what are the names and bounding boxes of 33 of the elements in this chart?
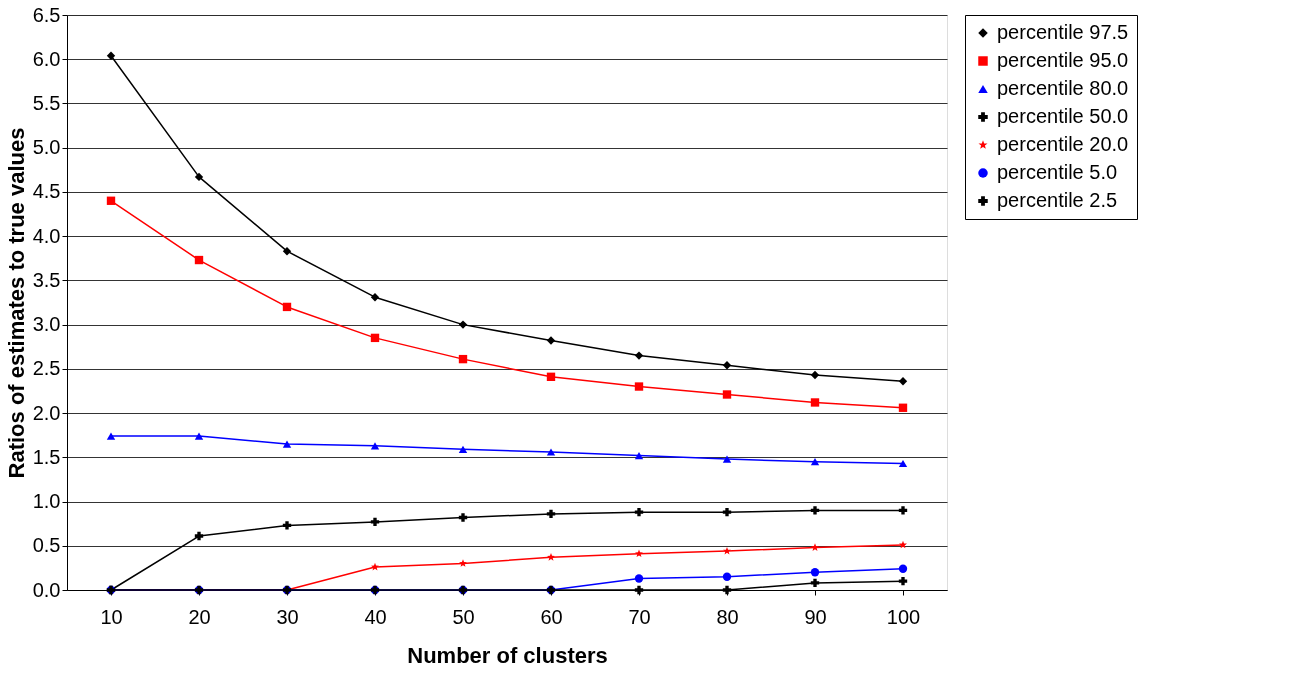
x-tick-label: 40 (364, 605, 387, 628)
y-tick-label: 4.5 (32, 180, 61, 203)
y-tick-label: 5.5 (32, 91, 61, 114)
x-tick-label: 70 (628, 605, 651, 628)
y-tick-label: 2.0 (32, 401, 61, 424)
y-tick-label: 0.0 (32, 578, 61, 601)
y-tick-label: 1.5 (32, 445, 61, 468)
x-tick-label: 50 (452, 605, 475, 628)
x-tick-label: 10 (100, 605, 123, 628)
x-tick-label: 80 (716, 605, 739, 628)
y-tick-label: 3.5 (32, 268, 61, 291)
y-tick-label: 2.5 (32, 357, 61, 380)
legend-label: percentile 97.5 (997, 21, 1129, 43)
x-tick-label: 60 (540, 605, 563, 628)
y-axis-title: Ratios of estimates to true values (3, 127, 29, 479)
x-tick-label: 20 (188, 605, 211, 628)
legend-label: percentile 20.0 (997, 133, 1129, 155)
legend-label: percentile 2.5 (997, 189, 1118, 211)
y-tick-label: 5.0 (32, 136, 61, 159)
legend-label: percentile 50.0 (997, 105, 1129, 127)
y-tick-label: 4.0 (32, 224, 61, 247)
legend-label: percentile 5.0 (997, 161, 1118, 183)
y-tick-label: 6.5 (32, 3, 61, 26)
y-tick-label: 1.0 (32, 490, 61, 513)
legend-label: percentile 95.0 (997, 49, 1129, 71)
x-tick-label: 90 (804, 605, 827, 628)
legend-label: percentile 80.0 (997, 77, 1129, 99)
y-tick-label: 0.5 (32, 534, 61, 557)
y-tick-label: 6.0 (32, 47, 61, 70)
x-tick-label: 100 (886, 605, 921, 628)
y-tick-label: 3.0 (32, 313, 61, 336)
x-tick-label: 30 (276, 605, 299, 628)
x-axis-title: Number of clusters (407, 642, 608, 668)
